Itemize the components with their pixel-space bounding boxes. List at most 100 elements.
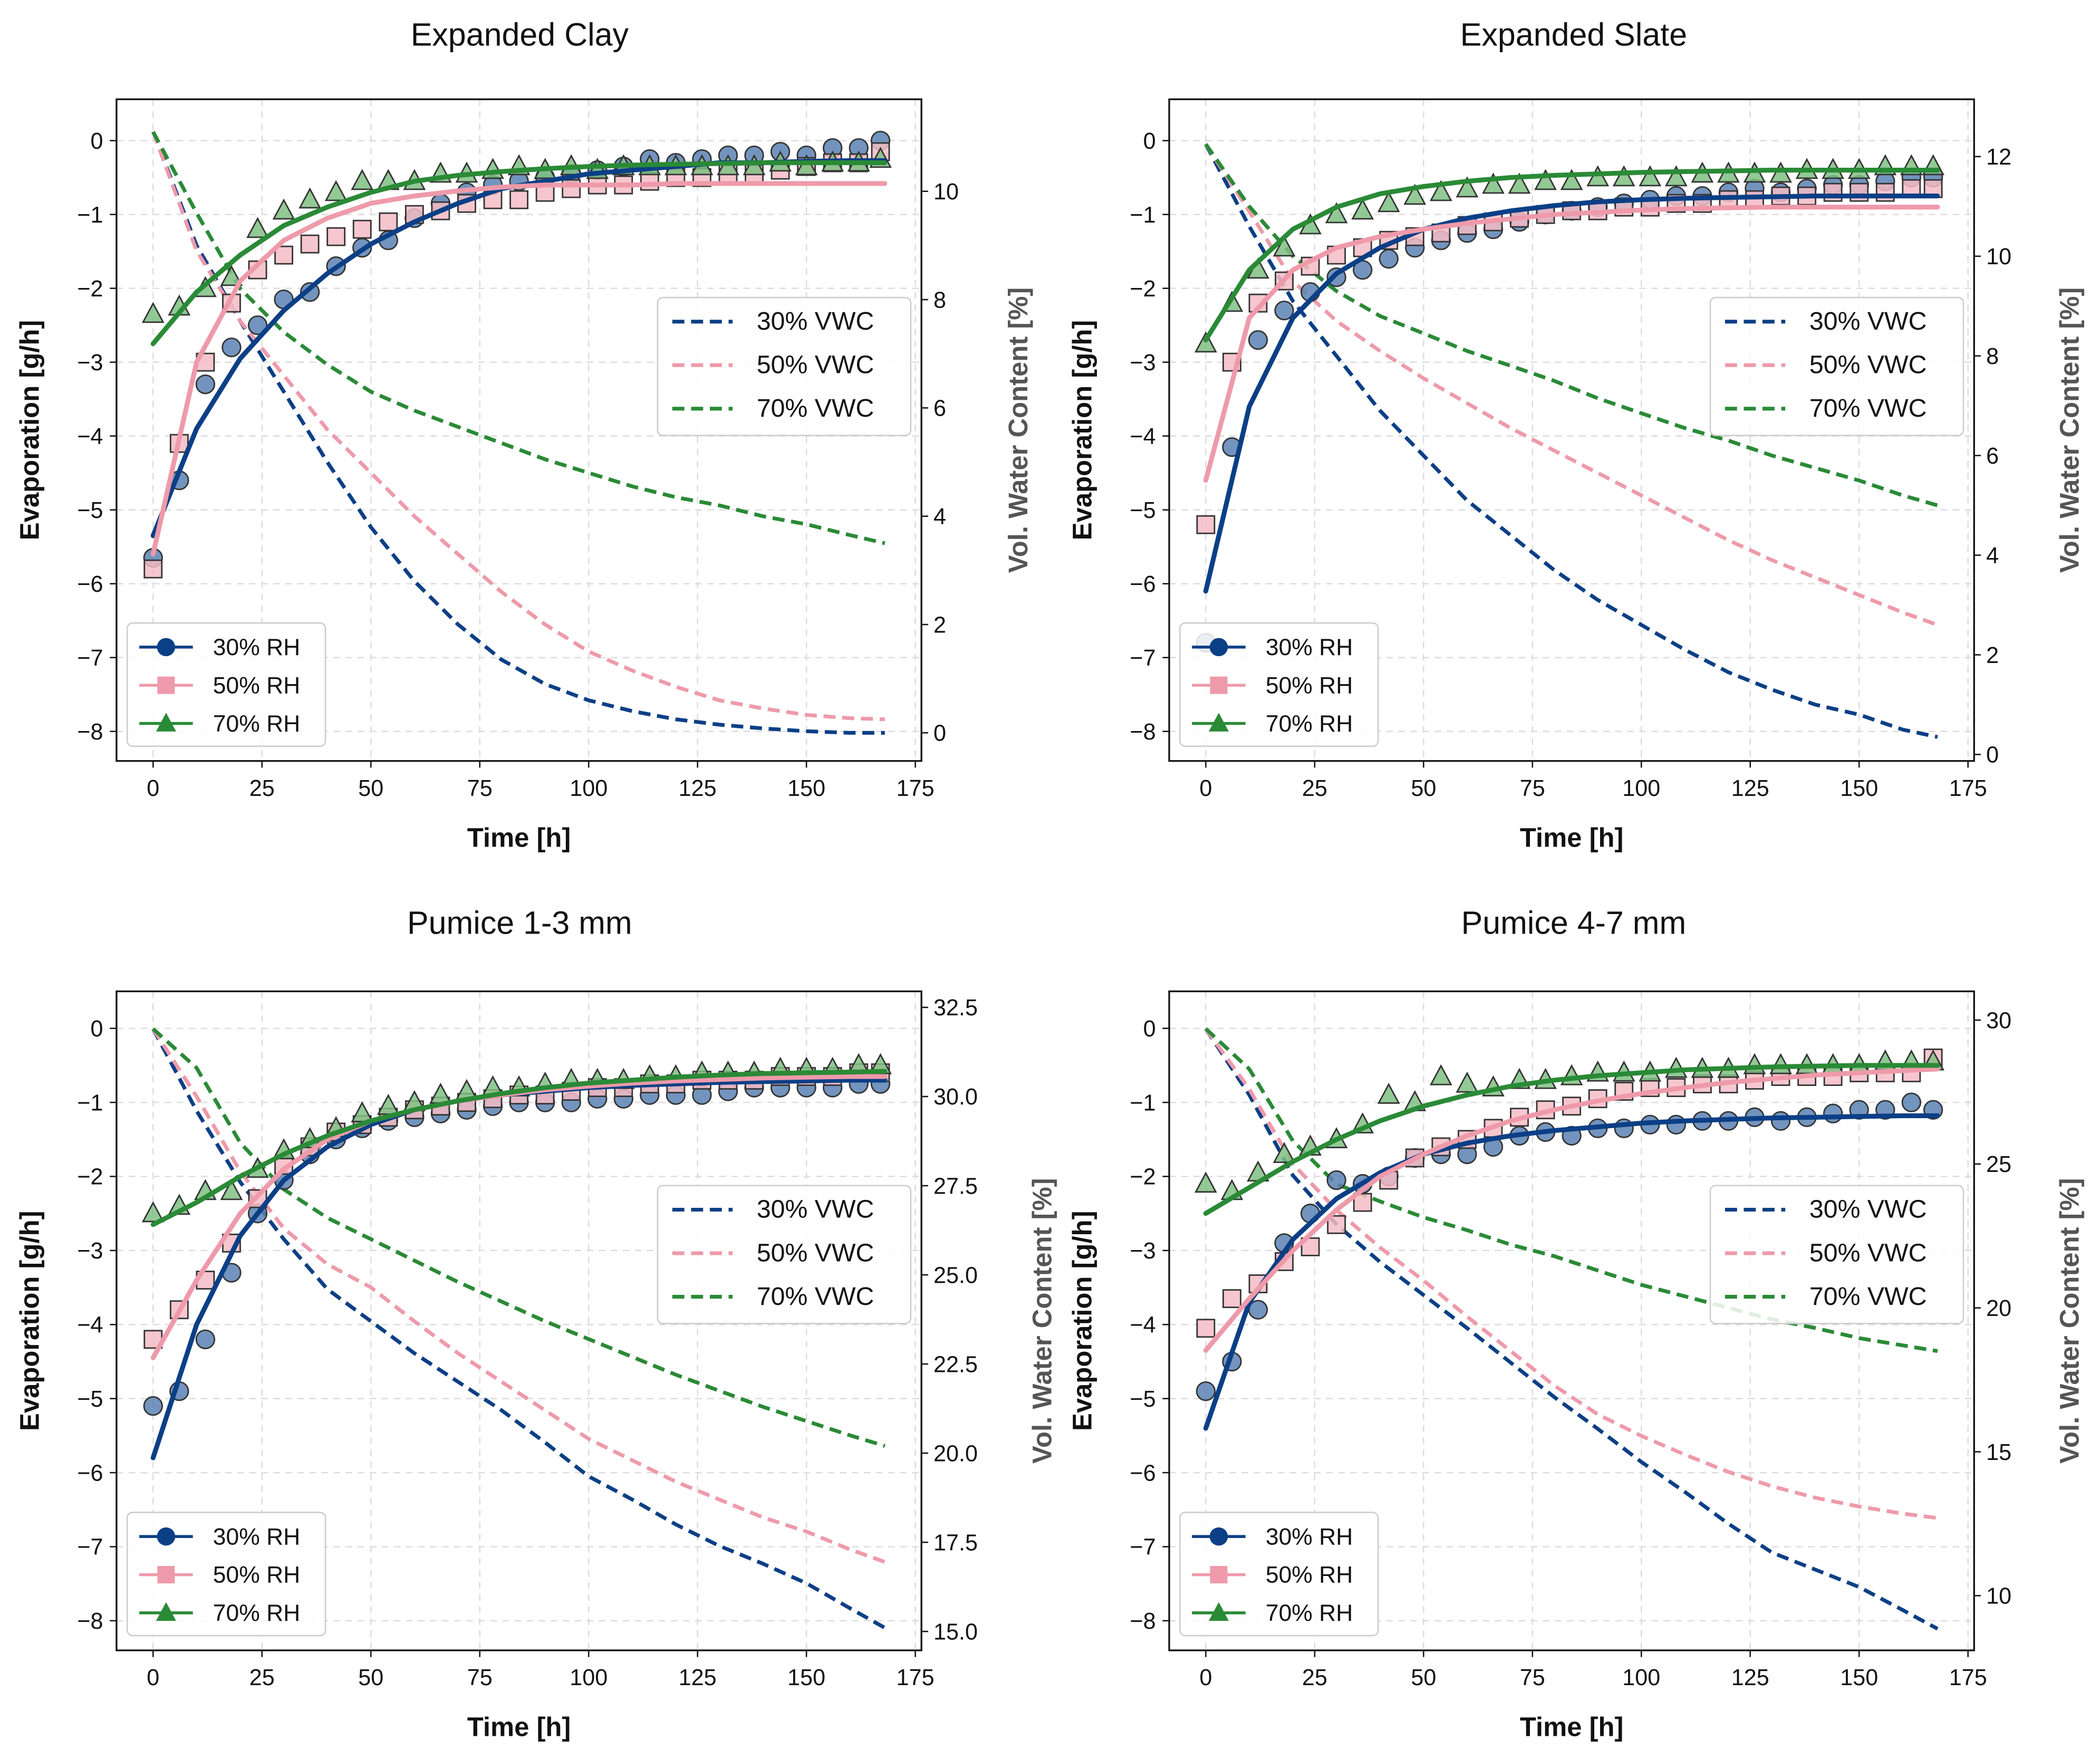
y-axis-label: Evaporation [g/h] — [15, 320, 45, 541]
y-tick-label: −8 — [1130, 1609, 1155, 1634]
y-tick-label: −1 — [1130, 1090, 1155, 1116]
legend-marker-circle — [157, 1527, 176, 1546]
y2-tick-label: 20.0 — [933, 1441, 978, 1466]
data-point-triangle — [1664, 165, 1688, 187]
x-tick-label: 100 — [1622, 776, 1660, 801]
vwc-line-70 — [1204, 143, 1938, 507]
x-tick-label: 100 — [570, 776, 608, 801]
x-tick-label: 75 — [1520, 776, 1545, 801]
legend-label: 50% RH — [213, 673, 300, 699]
y2-tick-label: 0 — [1986, 743, 1999, 768]
data-point-triangle — [351, 169, 374, 190]
y2-tick-label: 10 — [1986, 1584, 2011, 1609]
legend-rh: 30% RH 50% RH 70% RH — [126, 622, 326, 747]
y-tick-label: 0 — [91, 129, 103, 154]
fit-line-70 — [1203, 1063, 1940, 1216]
y-tick-label: −7 — [77, 646, 103, 671]
y-tick-label: −2 — [1130, 1165, 1155, 1190]
y2-tick-label: 32.5 — [933, 995, 978, 1021]
y-tick-label: −4 — [77, 424, 103, 449]
data-point-triangle — [377, 1093, 400, 1115]
x-tick-label: 125 — [679, 776, 717, 801]
data-point-triangle — [1456, 1071, 1479, 1093]
fit-line-70 — [150, 160, 888, 347]
legend-label: 70% RH — [213, 1600, 300, 1626]
x-tick-label: 150 — [787, 1665, 825, 1690]
x-tick-label: 175 — [1949, 776, 1987, 801]
legend-box — [1709, 1185, 1964, 1324]
subplot-title: Pumice 4-7 mm — [1461, 905, 1687, 940]
legend-label: 70% RH — [1266, 1600, 1353, 1626]
legend-label: 50% VWC — [1809, 351, 1927, 379]
legend-vwc: 30% VWC 50% VWC 70% VWC — [1709, 296, 1964, 436]
y2-tick-label: 25.0 — [933, 1263, 978, 1288]
y-tick-label: −6 — [77, 572, 103, 597]
data-point-triangle — [351, 1101, 374, 1122]
legend-marker-square — [1210, 1566, 1228, 1584]
data-point-square — [143, 1330, 163, 1349]
y-tick-label: −6 — [1130, 1460, 1155, 1486]
data-point-circle — [1248, 330, 1268, 350]
legend-marker-square — [1210, 676, 1228, 694]
fit-line-50 — [1203, 1066, 1940, 1353]
x-axis-label: Time [h] — [1520, 822, 1624, 852]
data-point-square — [562, 179, 581, 198]
legend-label: 30% RH — [1266, 1524, 1353, 1550]
x-tick-label: 100 — [1622, 1665, 1660, 1690]
y-tick-label: −6 — [77, 1460, 103, 1486]
legend-marker-triangle — [156, 1602, 176, 1621]
x-tick-label: 25 — [1302, 1665, 1327, 1690]
data-point-triangle — [1430, 180, 1452, 201]
data-point-circle — [1770, 1111, 1791, 1131]
y2-tick-label: 2 — [933, 612, 946, 638]
data-point-triangle — [481, 158, 504, 179]
vwc-line-30 — [1204, 143, 1938, 739]
data-point-square — [1849, 182, 1869, 202]
y2-tick-label: 30 — [1986, 1008, 2011, 1033]
data-point-square — [379, 212, 398, 232]
y-tick-label: 0 — [91, 1016, 103, 1042]
axes-frame — [115, 990, 922, 1651]
legend-box — [126, 622, 326, 747]
y-axis-label: Evaporation [g/h] — [1067, 1211, 1097, 1431]
data-point-triangle — [1377, 1082, 1400, 1104]
data-point-triangle — [1639, 165, 1662, 187]
legend-label: 30% RH — [1266, 635, 1353, 660]
legend-marker-triangle — [1208, 1602, 1229, 1621]
y2-tick-label: 8 — [933, 287, 946, 313]
data-point-triangle — [1351, 198, 1374, 220]
data-point-triangle — [324, 180, 348, 201]
legend-vwc: 30% VWC 50% VWC 70% VWC — [1709, 1185, 1964, 1324]
data-point-square — [143, 559, 163, 579]
data-point-circle — [1196, 1381, 1216, 1401]
legend-label: 70% VWC — [757, 394, 874, 422]
subplot-title: Expanded Slate — [1460, 17, 1687, 53]
x-tick-label: 125 — [679, 1665, 717, 1690]
y-tick-label: −3 — [1130, 1238, 1155, 1264]
legend-marker-triangle — [1208, 713, 1229, 732]
x-axis-label: Time [h] — [467, 822, 571, 852]
y-tick-label: −5 — [1130, 1387, 1155, 1412]
y2-tick-label: 10 — [1986, 244, 2011, 270]
subplot-3: 0 25 50 75 100 125 150 175 0 −1 −2 −3 −4 −5 −6 −7 −8 10 15… — [1067, 905, 2085, 1742]
x-tick-label: 0 — [1199, 776, 1212, 801]
legend-label: 70% RH — [213, 711, 300, 737]
y-tick-label: −5 — [77, 1387, 103, 1412]
y2-tick-label: 4 — [1986, 543, 1999, 569]
y-tick-label: −7 — [77, 1535, 103, 1560]
data-point-triangle — [1273, 1142, 1296, 1164]
data-point-triangle — [1456, 176, 1479, 198]
data-point-circle — [195, 374, 216, 395]
y2-axis-label: Vol. Water Content [%] — [2054, 1178, 2084, 1464]
data-point-circle — [1274, 300, 1294, 321]
data-point-circle — [1248, 1300, 1268, 1320]
y-tick-label: 0 — [1143, 129, 1156, 154]
x-tick-label: 175 — [897, 776, 935, 801]
legend-rh: 30% RH 50% RH 70% RH — [1179, 1512, 1379, 1637]
vwc-line-50 — [1204, 143, 1939, 627]
data-point-square — [274, 245, 293, 265]
y2-tick-label: 12 — [1986, 145, 2011, 170]
data-point-triangle — [1325, 202, 1348, 224]
data-point-triangle — [220, 1179, 243, 1200]
y-tick-label: −2 — [1130, 276, 1155, 302]
